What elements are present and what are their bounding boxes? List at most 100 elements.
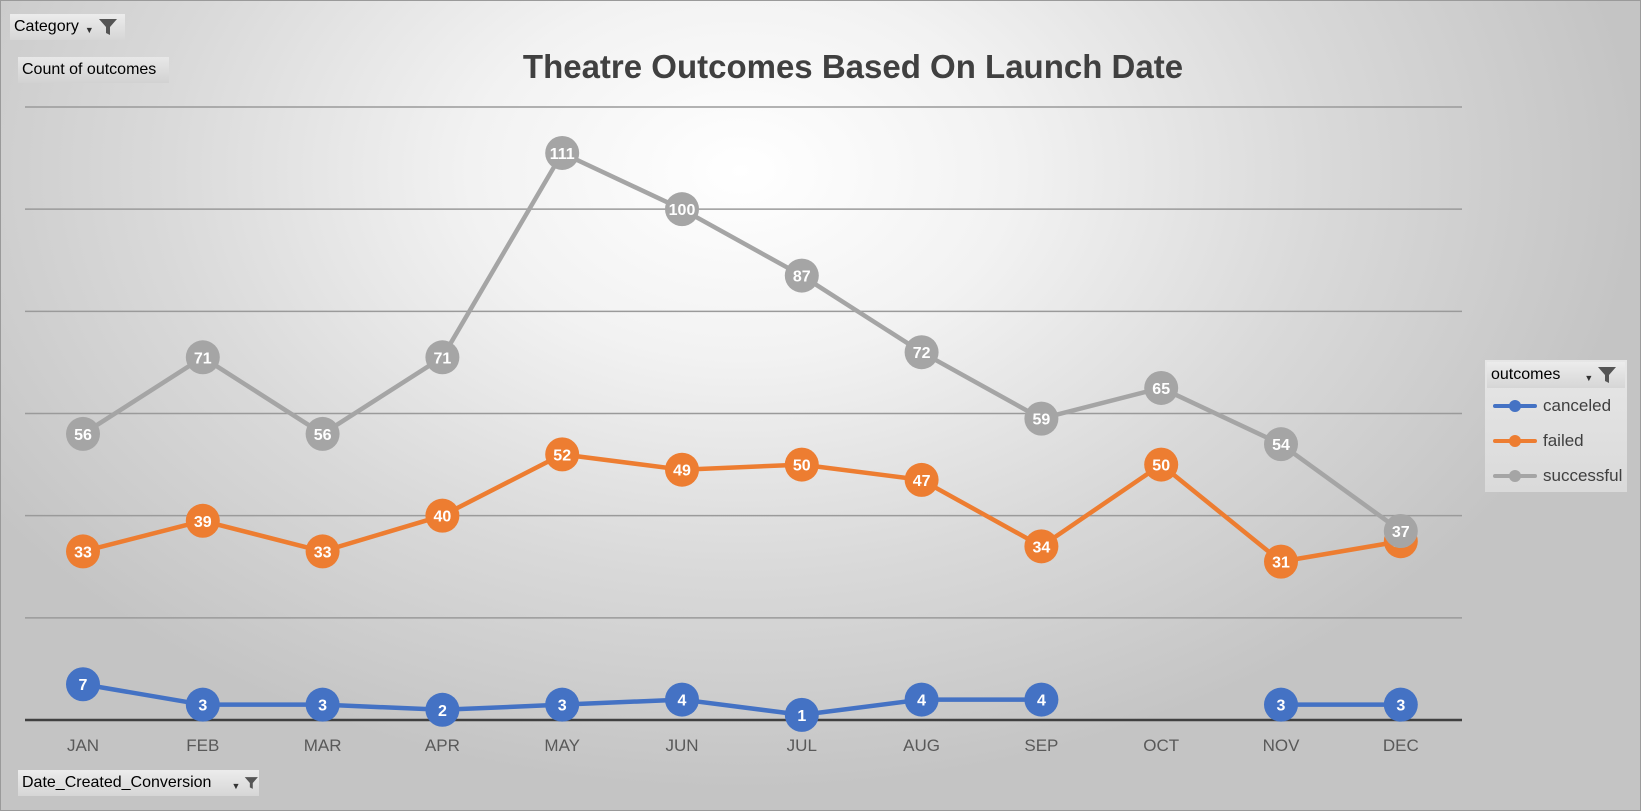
data-label: 100 bbox=[669, 202, 696, 219]
data-point[interactable] bbox=[904, 462, 939, 497]
x-tick-label: DEC bbox=[1383, 736, 1419, 755]
data-point[interactable] bbox=[305, 687, 340, 722]
data-point[interactable] bbox=[904, 335, 939, 370]
data-label: 40 bbox=[434, 509, 452, 526]
data-label: 49 bbox=[673, 463, 691, 480]
data-label: 3 bbox=[318, 698, 327, 715]
data-point[interactable] bbox=[1264, 544, 1298, 579]
series-canceled: 7 3 3 2 3 4 1 4 4 3 3 bbox=[66, 667, 1418, 732]
x-tick-label: JUN bbox=[665, 736, 698, 755]
data-point[interactable] bbox=[545, 437, 580, 472]
filter-funnel-icon bbox=[98, 19, 117, 35]
legend-swatch-canceled bbox=[1493, 396, 1537, 416]
data-label: 3 bbox=[558, 698, 567, 715]
data-label: 31 bbox=[1272, 555, 1290, 572]
data-label: 50 bbox=[793, 458, 811, 475]
x-tick-label: FEB bbox=[186, 736, 219, 755]
data-point[interactable] bbox=[1024, 401, 1059, 436]
data-label: 59 bbox=[1033, 412, 1051, 429]
legend-label-failed: failed bbox=[1543, 431, 1584, 450]
legend-label-successful: successful bbox=[1543, 466, 1623, 485]
data-point[interactable] bbox=[1264, 687, 1298, 722]
data-point[interactable] bbox=[1144, 447, 1179, 482]
data-point[interactable] bbox=[545, 135, 580, 170]
series-line-failed bbox=[80, 452, 1404, 564]
data-label: 39 bbox=[194, 514, 212, 531]
data-label: 111 bbox=[550, 146, 575, 163]
x-tick-label: JUL bbox=[787, 736, 817, 755]
data-point[interactable] bbox=[665, 192, 699, 227]
data-label: 34 bbox=[1033, 539, 1051, 556]
data-point[interactable] bbox=[305, 416, 340, 451]
data-label: 56 bbox=[314, 427, 332, 444]
series-successful: 56 71 56 71 111 100 87 72 59 65 54 37 bbox=[66, 135, 1418, 548]
chart-title: Theatre Outcomes Based On Launch Date bbox=[523, 48, 1183, 85]
x-tick-label: MAR bbox=[304, 736, 342, 755]
filter-funnel-icon bbox=[245, 777, 259, 789]
data-point[interactable] bbox=[425, 498, 460, 533]
legend-swatch-failed bbox=[1493, 431, 1537, 451]
data-label: 65 bbox=[1152, 381, 1170, 398]
dropdown-arrow-icon: ▼ bbox=[84, 25, 94, 35]
legend-label-canceled: canceled bbox=[1543, 396, 1612, 415]
data-label: 2 bbox=[438, 703, 447, 720]
data-point[interactable] bbox=[784, 258, 819, 293]
data-point[interactable] bbox=[665, 452, 699, 487]
data-label: 87 bbox=[793, 269, 811, 286]
data-point[interactable] bbox=[1024, 682, 1059, 717]
data-point[interactable] bbox=[425, 340, 460, 375]
axis-field-label: Date_Created_Conversion bbox=[22, 774, 212, 791]
values-field-button[interactable]: Count of outcomes bbox=[18, 57, 169, 83]
data-point[interactable] bbox=[305, 534, 340, 569]
data-point[interactable] bbox=[545, 687, 580, 722]
data-point[interactable] bbox=[66, 534, 100, 569]
x-tick-label: APR bbox=[425, 736, 460, 755]
data-label: 4 bbox=[917, 693, 926, 710]
category-filter-button[interactable]: Category ▼ bbox=[10, 14, 125, 40]
data-label: 7 bbox=[79, 677, 88, 694]
data-point[interactable] bbox=[66, 667, 100, 702]
x-tick-label: AUG bbox=[903, 736, 940, 755]
data-label: 3 bbox=[1396, 698, 1405, 715]
data-label: 71 bbox=[194, 350, 212, 367]
data-point[interactable] bbox=[185, 503, 220, 538]
x-tick-label: JAN bbox=[67, 736, 99, 755]
data-label: 33 bbox=[74, 544, 92, 561]
series-line-successful bbox=[80, 150, 1404, 534]
data-point[interactable] bbox=[185, 340, 220, 375]
data-point[interactable] bbox=[425, 692, 460, 727]
data-label: 47 bbox=[913, 473, 931, 490]
data-label: 50 bbox=[1152, 458, 1170, 475]
data-point[interactable] bbox=[665, 682, 699, 717]
data-point[interactable] bbox=[1264, 427, 1298, 462]
data-label: 54 bbox=[1272, 437, 1290, 454]
data-label: 37 bbox=[1392, 524, 1410, 541]
data-point[interactable] bbox=[904, 682, 939, 717]
data-point[interactable] bbox=[185, 687, 220, 722]
data-label: 72 bbox=[913, 345, 931, 362]
data-label: 33 bbox=[314, 544, 332, 561]
data-point[interactable] bbox=[784, 447, 819, 482]
x-tick-label: MAY bbox=[544, 736, 580, 755]
filter-funnel-icon bbox=[1598, 367, 1617, 383]
legend-item-successful[interactable]: successful bbox=[1493, 464, 1622, 488]
dropdown-arrow-icon: ▼ bbox=[231, 781, 241, 791]
data-point[interactable] bbox=[1024, 529, 1059, 564]
legend-field-button[interactable]: outcomes ▼ bbox=[1487, 362, 1625, 388]
data-point[interactable] bbox=[1383, 513, 1418, 548]
data-point[interactable] bbox=[1144, 370, 1179, 405]
data-label: 4 bbox=[1037, 693, 1046, 710]
axis-field-button[interactable]: Date_Created_Conversion ▼ bbox=[18, 770, 259, 796]
data-label: 3 bbox=[1277, 698, 1286, 715]
legend-field-label: outcomes bbox=[1491, 366, 1561, 383]
x-tick-label: NOV bbox=[1263, 736, 1301, 755]
legend-item-failed[interactable]: failed bbox=[1493, 429, 1584, 453]
legend-item-canceled[interactable]: canceled bbox=[1493, 394, 1611, 418]
data-point[interactable] bbox=[66, 416, 100, 451]
data-label: 3 bbox=[198, 698, 207, 715]
series-failed: 333933405249504734503135 bbox=[66, 437, 1418, 579]
data-point[interactable] bbox=[784, 697, 819, 732]
data-point[interactable] bbox=[1383, 687, 1418, 722]
